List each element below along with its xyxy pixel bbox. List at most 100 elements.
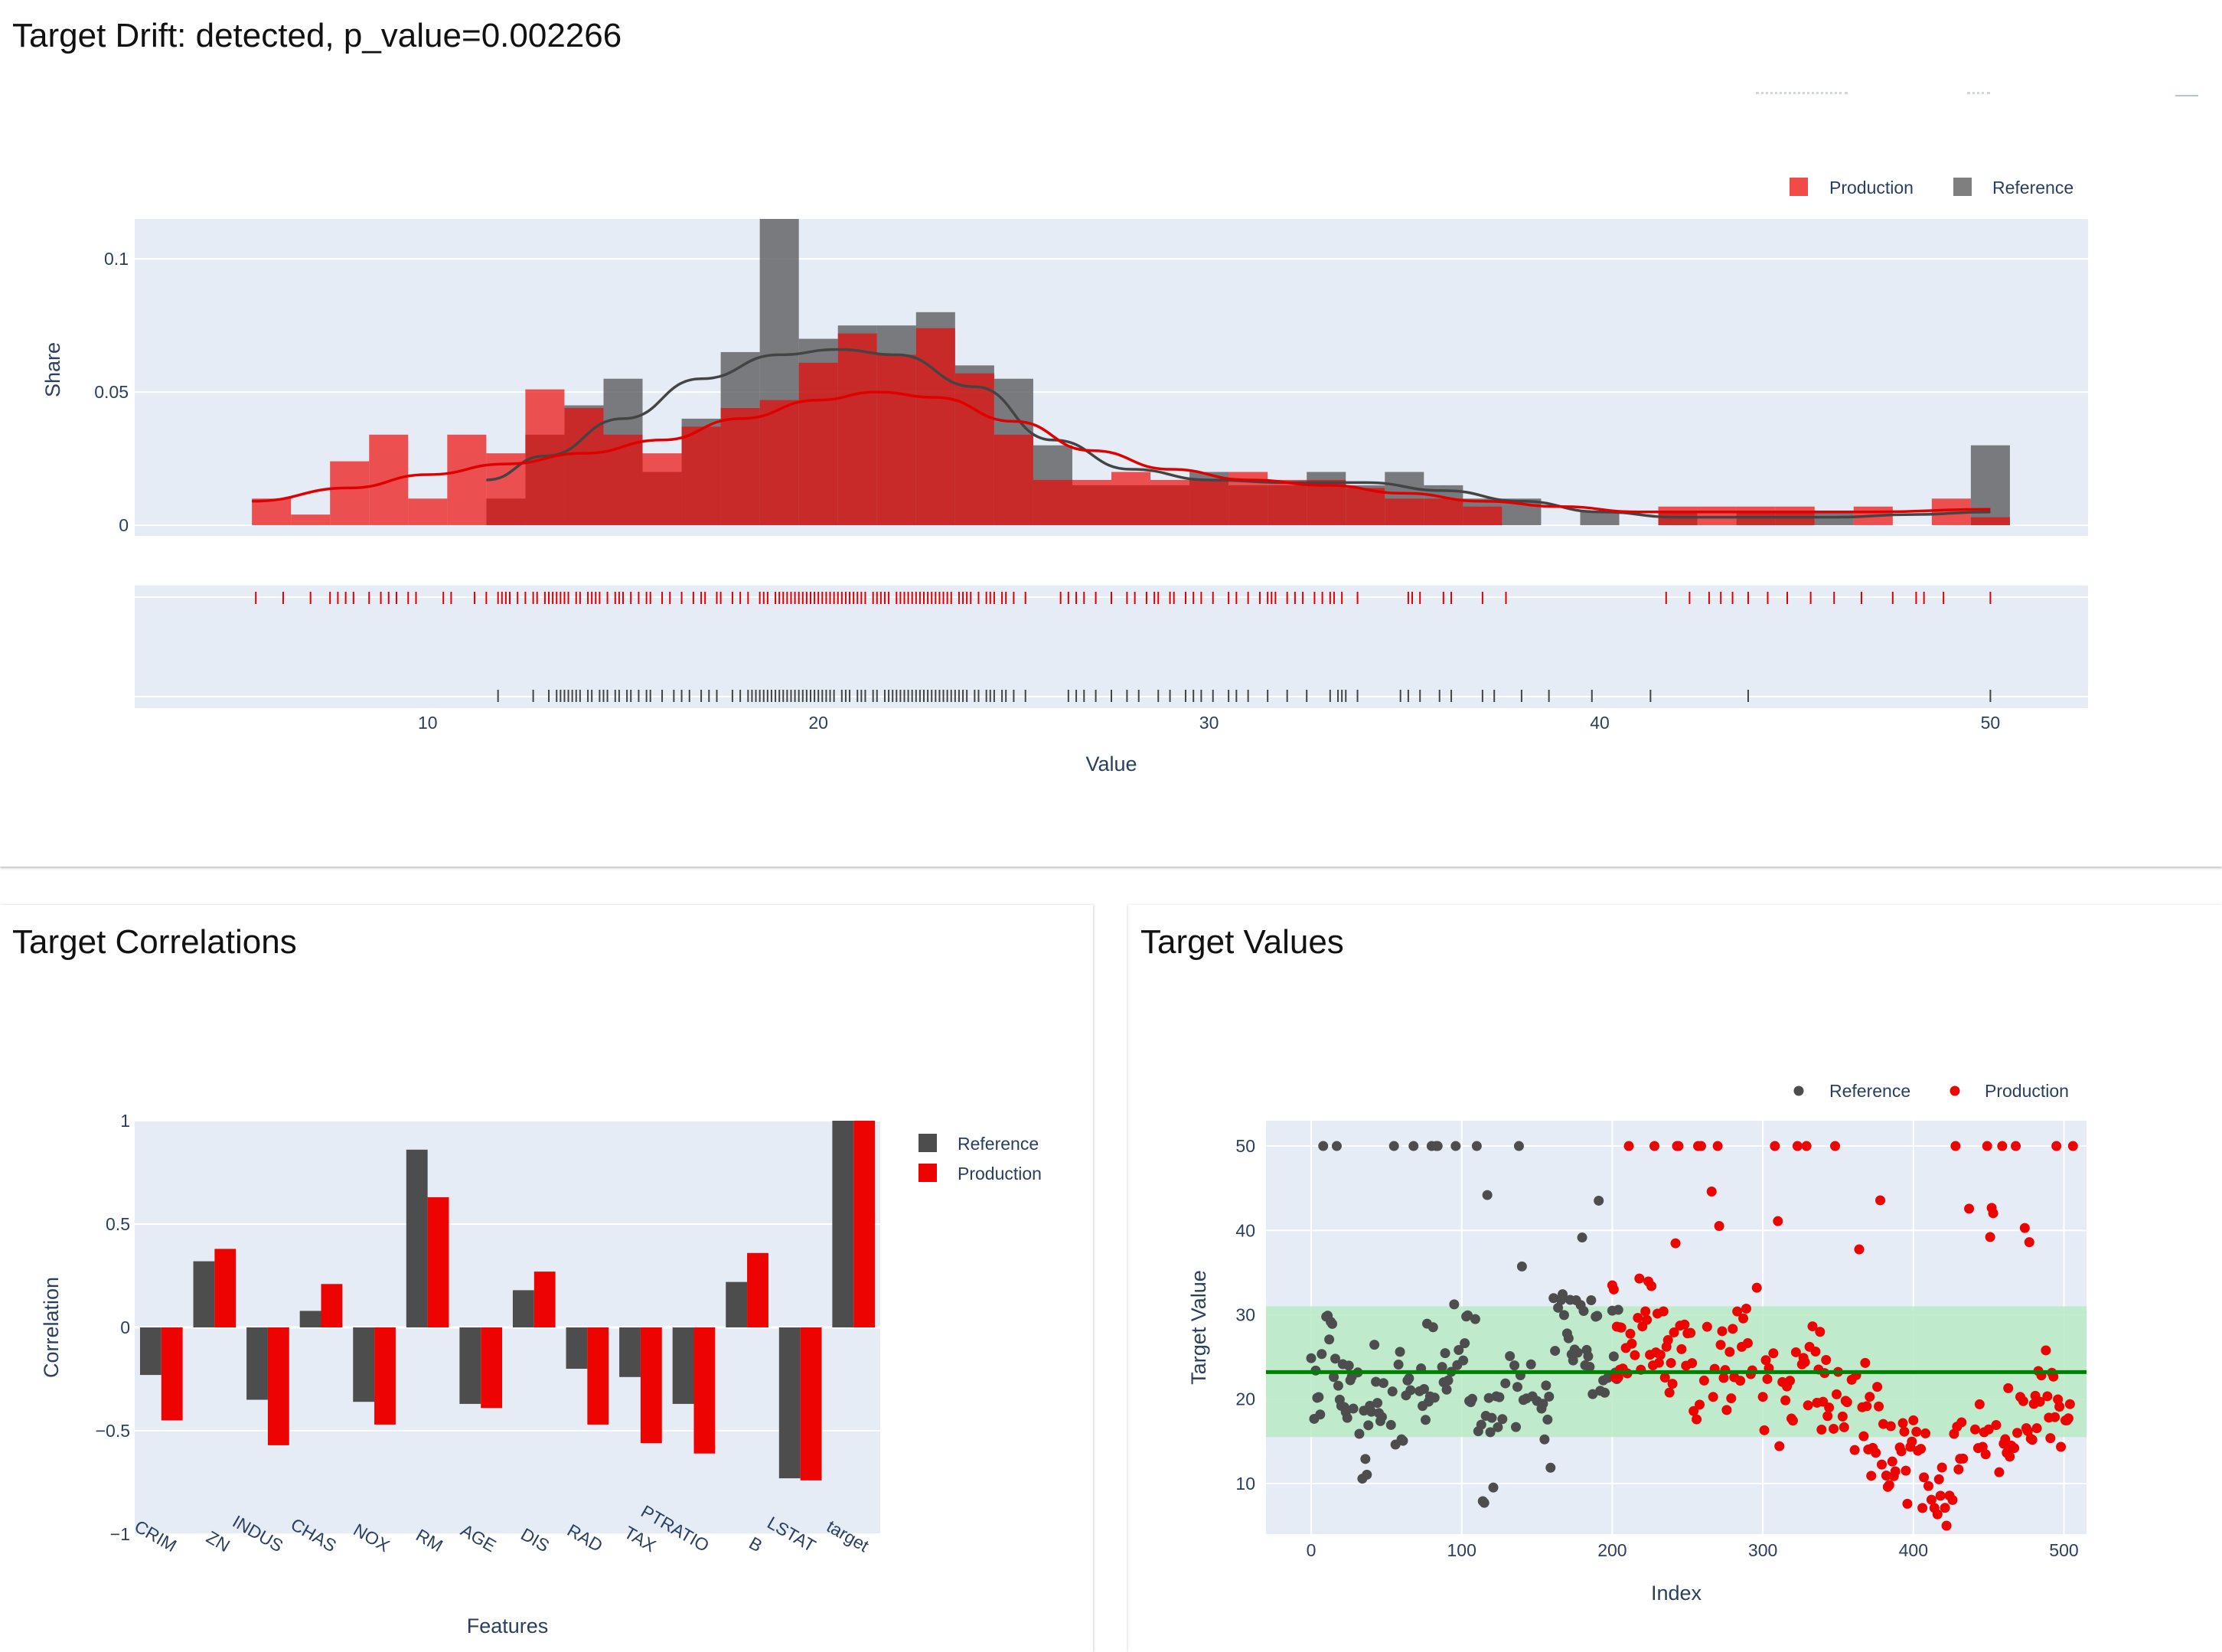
- production-point: [1633, 1312, 1643, 1323]
- production-point: [1807, 1321, 1818, 1332]
- production-point: [2034, 1396, 2045, 1407]
- production-point: [1687, 1358, 1698, 1369]
- production-point: [1708, 1392, 1718, 1402]
- y-tick-label: 0.5: [106, 1214, 130, 1234]
- production-point: [1956, 1417, 1967, 1428]
- production-point: [1980, 1449, 1991, 1460]
- production-point: [1896, 1446, 1907, 1457]
- production-point: [1712, 1141, 1723, 1151]
- production-point: [1953, 1464, 1964, 1474]
- distribution-chart[interactable]: 0 0.05 0.1 10 20 30 40 50 Value Share Production Re…: [0, 0, 2222, 850]
- reference-point: [1479, 1497, 1489, 1508]
- y-tick-label: 30: [1235, 1304, 1255, 1324]
- reference-point: [1427, 1322, 1438, 1333]
- reference-point: [1329, 1372, 1339, 1383]
- production-bar: [798, 362, 838, 526]
- production-point: [2031, 1423, 2042, 1434]
- production-bar: [291, 514, 331, 526]
- production-correlation-bar: [267, 1327, 289, 1445]
- production-point: [1685, 1327, 1696, 1338]
- production-point: [2012, 1428, 2023, 1438]
- production-point: [1735, 1376, 1746, 1386]
- reference-point: [1541, 1380, 1551, 1391]
- reference-bar: [1580, 511, 1620, 526]
- production-point: [1694, 1399, 1705, 1410]
- reference-point: [1483, 1392, 1494, 1403]
- production-point: [1837, 1411, 1848, 1422]
- legend-production-label: Production: [1829, 178, 1914, 198]
- production-bar: [1307, 479, 1346, 526]
- reference-point: [1542, 1414, 1553, 1425]
- production-point: [1785, 1376, 1796, 1386]
- x-axis-title: Value: [1085, 753, 1137, 775]
- x-tick-label: 100: [1447, 1540, 1476, 1560]
- production-bar: [1970, 517, 2010, 526]
- reference-point: [1511, 1422, 1522, 1432]
- modebar[interactable]: [1745, 86, 2220, 101]
- production-bar: [1463, 506, 1503, 526]
- reference-point: [1333, 1380, 1343, 1391]
- reference-point: [1348, 1403, 1359, 1414]
- production-point: [1977, 1441, 1988, 1452]
- production-point: [1881, 1470, 1891, 1481]
- reference-point: [1324, 1334, 1335, 1345]
- production-point: [1878, 1419, 1888, 1429]
- production-point: [2045, 1433, 2056, 1444]
- production-bar: [876, 354, 916, 526]
- production-point: [1926, 1494, 1937, 1505]
- production-point: [1803, 1400, 1813, 1411]
- production-point: [1732, 1306, 1743, 1317]
- reference-point: [1388, 1141, 1399, 1151]
- production-point: [1822, 1411, 1833, 1422]
- x-axis-title: Features: [467, 1614, 549, 1637]
- reference-point: [1471, 1141, 1482, 1151]
- reference-point: [1587, 1389, 1598, 1399]
- production-point: [1640, 1306, 1651, 1317]
- production-point: [1919, 1472, 1930, 1483]
- reference-point: [1385, 1419, 1396, 1430]
- production-point: [1866, 1471, 1877, 1481]
- reference-point: [1584, 1361, 1595, 1372]
- production-bar: [447, 434, 487, 526]
- production-point: [1940, 1503, 1950, 1513]
- production-point: [1787, 1415, 1798, 1426]
- reference-point: [1525, 1359, 1536, 1370]
- reference-point: [1572, 1347, 1583, 1358]
- reference-point: [1330, 1353, 1340, 1364]
- production-point: [2003, 1383, 2014, 1393]
- production-correlation-bar: [427, 1197, 449, 1327]
- reference-correlation-bar: [512, 1290, 534, 1327]
- production-bar: [1424, 498, 1463, 526]
- production-point: [1659, 1373, 1670, 1383]
- production-correlation-bar: [587, 1327, 609, 1425]
- reference-point: [1497, 1414, 1508, 1425]
- target-correlations-panel: Target Correlations −1 −0.5 0 0.5 1 CRIM ZN IND…: [0, 905, 1093, 1652]
- production-point: [1907, 1436, 1917, 1447]
- production-bar: [642, 453, 682, 526]
- target-values-chart[interactable]: 0 100 200 300 400 500 10 20 30 40 50 Index Target Va…: [1128, 905, 2222, 1652]
- production-point: [1760, 1355, 1771, 1366]
- production-point: [1988, 1208, 1998, 1219]
- production-point: [2018, 1396, 2028, 1406]
- reference-point: [1586, 1295, 1597, 1306]
- x-tick-label: 20: [808, 713, 828, 733]
- reference-point: [1376, 1412, 1387, 1422]
- production-bar: [837, 333, 877, 526]
- x-tick-label: B: [746, 1533, 765, 1556]
- production-point: [1780, 1395, 1791, 1406]
- production-correlation-bar: [374, 1327, 396, 1425]
- production-point: [1646, 1281, 1657, 1291]
- reference-point: [1470, 1314, 1480, 1324]
- production-point: [1625, 1328, 1636, 1339]
- production-correlation-bar: [747, 1252, 768, 1327]
- reference-point: [1306, 1353, 1317, 1363]
- reference-correlation-bar: [726, 1281, 748, 1327]
- x-axis-title: Index: [1651, 1582, 1702, 1605]
- production-bar: [1189, 479, 1229, 526]
- production-point: [1728, 1324, 1738, 1334]
- production-point: [1658, 1306, 1669, 1317]
- production-point: [1884, 1480, 1894, 1490]
- reference-point: [1432, 1141, 1443, 1151]
- production-bar: [1033, 479, 1072, 526]
